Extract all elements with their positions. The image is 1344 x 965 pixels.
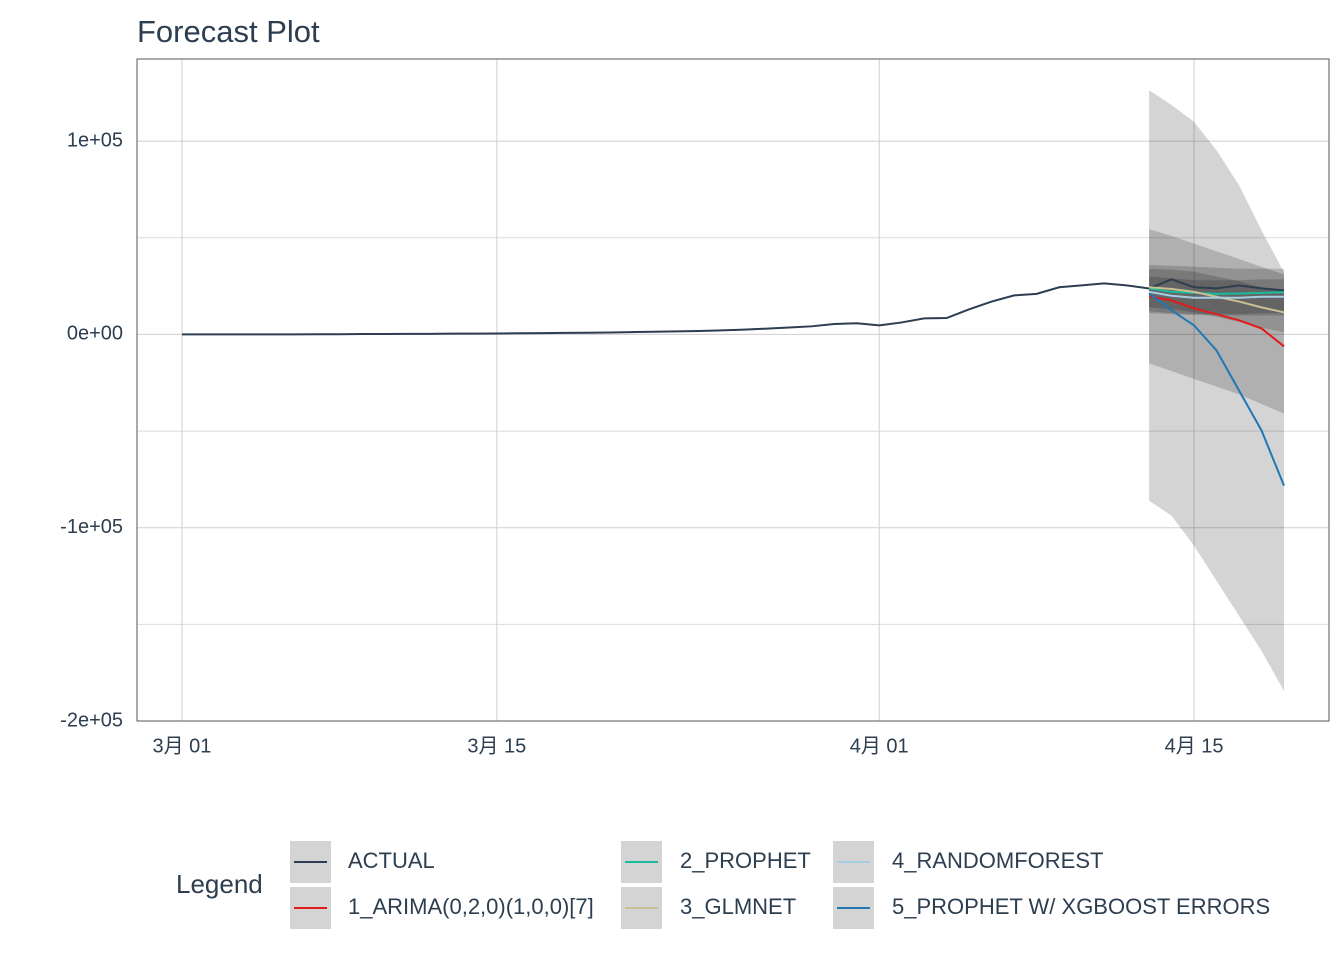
legend-label: 2_PROPHET (680, 848, 811, 873)
legend-title: Legend (176, 869, 263, 899)
confidence-band (1149, 268, 1285, 333)
x-tick-label: 3月 15 (467, 735, 526, 757)
y-tick-label: -2e+05 (60, 709, 123, 731)
x-tick-label: 4月 15 (1165, 735, 1224, 757)
chart-title: Forecast Plot (137, 14, 320, 49)
legend-label: ACTUAL (348, 848, 435, 873)
series-line (1148, 295, 1285, 348)
y-tick-label: -1e+05 (60, 516, 123, 538)
legend-label: 3_GLMNET (680, 894, 796, 919)
x-tick-label: 4月 01 (850, 735, 909, 757)
y-tick-label: 0e+00 (67, 323, 123, 345)
series-line (1148, 287, 1285, 295)
series-line (1148, 292, 1285, 486)
x-tick-label: 3月 01 (153, 735, 212, 757)
confidence-band (1149, 90, 1285, 692)
confidence-band (1149, 229, 1285, 414)
legend-label: 1_ARIMA(0,2,0)(1,0,0)[7] (348, 894, 594, 919)
confidence-band (1149, 264, 1285, 316)
series-line (181, 278, 1285, 336)
y-tick-label: 1e+05 (67, 129, 123, 151)
legend-label: 5_PROPHET W/ XGBOOST ERRORS (892, 894, 1270, 919)
series-line (1148, 290, 1285, 299)
legend-label: 4_RANDOMFOREST (892, 848, 1103, 873)
plot-border (136, 58, 1330, 722)
